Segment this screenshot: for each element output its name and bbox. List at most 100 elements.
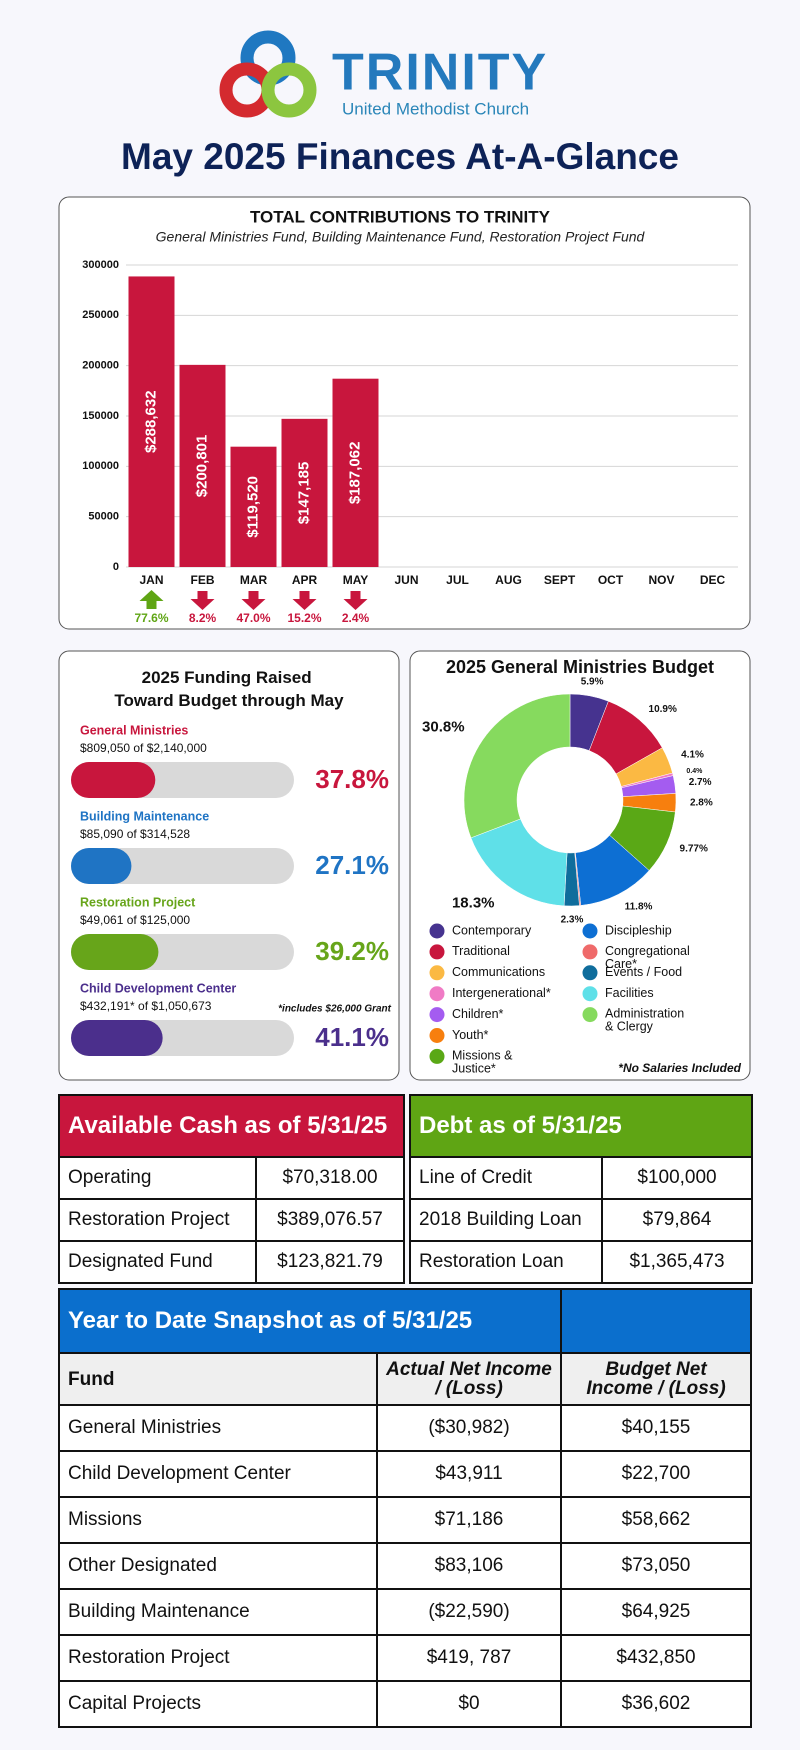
- bar: [281, 418, 328, 567]
- logo-subtitle: United Methodist Church: [342, 99, 529, 118]
- table-header-cell: [560, 1288, 752, 1354]
- change-arrow: [292, 591, 317, 610]
- table-row: General Ministries ($30,982) $40,155: [58, 1404, 752, 1452]
- table-row: Operating $70,318.00: [58, 1156, 405, 1200]
- value-label: $187,062: [346, 442, 363, 505]
- table-cell: General Ministries: [58, 1404, 378, 1452]
- text-line: Toward Budget through May: [114, 691, 344, 710]
- x-tick-label: AUG: [495, 573, 522, 587]
- table-row: Capital Projects $0 $36,602: [58, 1680, 752, 1728]
- percent-label: 37.8%: [315, 764, 389, 794]
- fund-detail: $809,050 of $2,140,000: [80, 741, 207, 755]
- legend-marker: [429, 944, 445, 960]
- progress-fill: [71, 848, 132, 884]
- legend-label: Administration & Clergy: [605, 1007, 688, 1034]
- x-tick-label: SEPT: [544, 573, 576, 587]
- table-cell: $36,602: [560, 1680, 752, 1728]
- legend-label: Contemporary: [452, 923, 532, 937]
- legend-label: Discipleship: [605, 923, 672, 937]
- table-header-row: Available Cash as of 5/31/25: [58, 1094, 405, 1158]
- x-tick-label: FEB: [191, 573, 215, 587]
- table-cell: $64,925: [560, 1588, 752, 1636]
- change-label: 77.6%: [134, 611, 168, 625]
- table-cell: Child Development Center: [58, 1450, 378, 1498]
- legend-marker: [429, 1048, 445, 1064]
- x-tick-label: OCT: [598, 573, 624, 587]
- table-row: Restoration Loan $1,365,473: [409, 1240, 754, 1284]
- table-cell: Restoration Loan: [409, 1240, 603, 1284]
- change-arrow: [241, 591, 266, 610]
- progress-fill: [71, 1020, 163, 1056]
- change-label: 47.0%: [236, 611, 270, 625]
- fund-name: Building Maintenance: [80, 809, 209, 823]
- table-cell: 2018 Building Loan: [409, 1198, 603, 1242]
- percent-label: 41.1%: [315, 1022, 389, 1052]
- table-cell: $43,911: [376, 1450, 562, 1498]
- value-label: 9.77%: [680, 844, 708, 855]
- table-cell: $1,365,473: [600, 1240, 754, 1284]
- table: Debt as of 5/31/25 Line of Credit $100,000…: [408, 1094, 754, 1284]
- change-arrow: [343, 591, 368, 610]
- bar: [230, 446, 277, 567]
- table-cell: $58,662: [560, 1496, 752, 1544]
- table-cell: $432,850: [560, 1634, 752, 1682]
- value-label: 10.9%: [649, 704, 677, 715]
- table-cell: Capital Projects: [58, 1680, 378, 1728]
- table-row: Child Development Center $43,911 $22,700: [58, 1450, 752, 1498]
- text-line: 2025 Funding Raised: [142, 668, 317, 687]
- legend-marker: [429, 986, 445, 1002]
- value-label: 11.8%: [625, 902, 653, 913]
- table-cell: $73,050: [560, 1542, 752, 1590]
- table-row: Missions $71,186 $58,662: [58, 1496, 752, 1544]
- legend-label: Communications: [452, 965, 545, 979]
- chart-subtitle: General Ministries Fund, Building Mainte…: [156, 229, 646, 245]
- table-cell: Line of Credit: [409, 1156, 603, 1200]
- note: *No Salaries Included: [618, 1061, 741, 1075]
- y-tick-label: 0: [113, 561, 119, 573]
- fund-name: General Ministries: [80, 723, 188, 737]
- progress-fill: [71, 762, 156, 798]
- legend-marker: [429, 923, 445, 939]
- column-header: Actual Net Income / (Loss): [376, 1352, 562, 1406]
- table-cell: ($22,590): [376, 1588, 562, 1636]
- table-title: Debt as of 5/31/25: [408, 1094, 754, 1158]
- value-label: 2.3%: [561, 915, 584, 926]
- table-cell: Building Maintenance: [58, 1588, 378, 1636]
- bar: [179, 364, 226, 567]
- legend-marker: [429, 965, 445, 981]
- legend-label: Congregational Care*: [605, 944, 693, 971]
- table: Year to Date Snapshot as of 5/31/25 Fund A…: [58, 1288, 752, 1728]
- bar: [128, 276, 175, 567]
- value-label: $200,801: [193, 435, 210, 498]
- legend-label: Facilities: [605, 986, 654, 1000]
- legend-marker: [582, 923, 598, 939]
- page-title: May 2025 Finances At-A-Glance: [121, 136, 679, 177]
- value-label: $119,520: [244, 476, 261, 538]
- table-row: Other Designated $83,106 $73,050: [58, 1542, 752, 1590]
- y-tick-label: 200000: [82, 360, 119, 372]
- x-tick-label: DEC: [700, 573, 726, 587]
- table-header-row: Debt as of 5/31/25: [408, 1094, 754, 1158]
- text-line: Administration: [605, 1007, 688, 1021]
- fund-detail: $85,090 of $314,528: [80, 827, 190, 841]
- column-header: Budget Net Income / (Loss): [560, 1352, 752, 1406]
- table-row: Restoration Project $389,076.57: [58, 1198, 405, 1242]
- x-tick-label: JUN: [394, 573, 418, 587]
- table-cell: $70,318.00: [255, 1156, 405, 1200]
- logo-name: TRINITY: [332, 44, 548, 102]
- table-title: Year to Date Snapshot as of 5/31/25: [58, 1288, 562, 1354]
- x-tick-label: JAN: [139, 573, 163, 587]
- change-label: 2.4%: [342, 611, 370, 625]
- chart-title: 2025 Funding Raised Toward Budget throug…: [114, 668, 344, 710]
- legend-label: Events / Food: [605, 965, 682, 979]
- y-tick-label: 50000: [88, 511, 119, 523]
- chart-title: TOTAL CONTRIBUTIONS TO TRINITY: [250, 207, 551, 226]
- value-label: 0.4%: [686, 768, 703, 775]
- table: Available Cash as of 5/31/25 Operating $70…: [58, 1094, 405, 1284]
- legend-label: Intergenerational*: [452, 986, 551, 1000]
- value-label: 4.1%: [681, 749, 704, 760]
- text-line: Congregational: [605, 944, 693, 958]
- legend-marker: [429, 1007, 445, 1023]
- value-label: $147,185: [295, 462, 312, 525]
